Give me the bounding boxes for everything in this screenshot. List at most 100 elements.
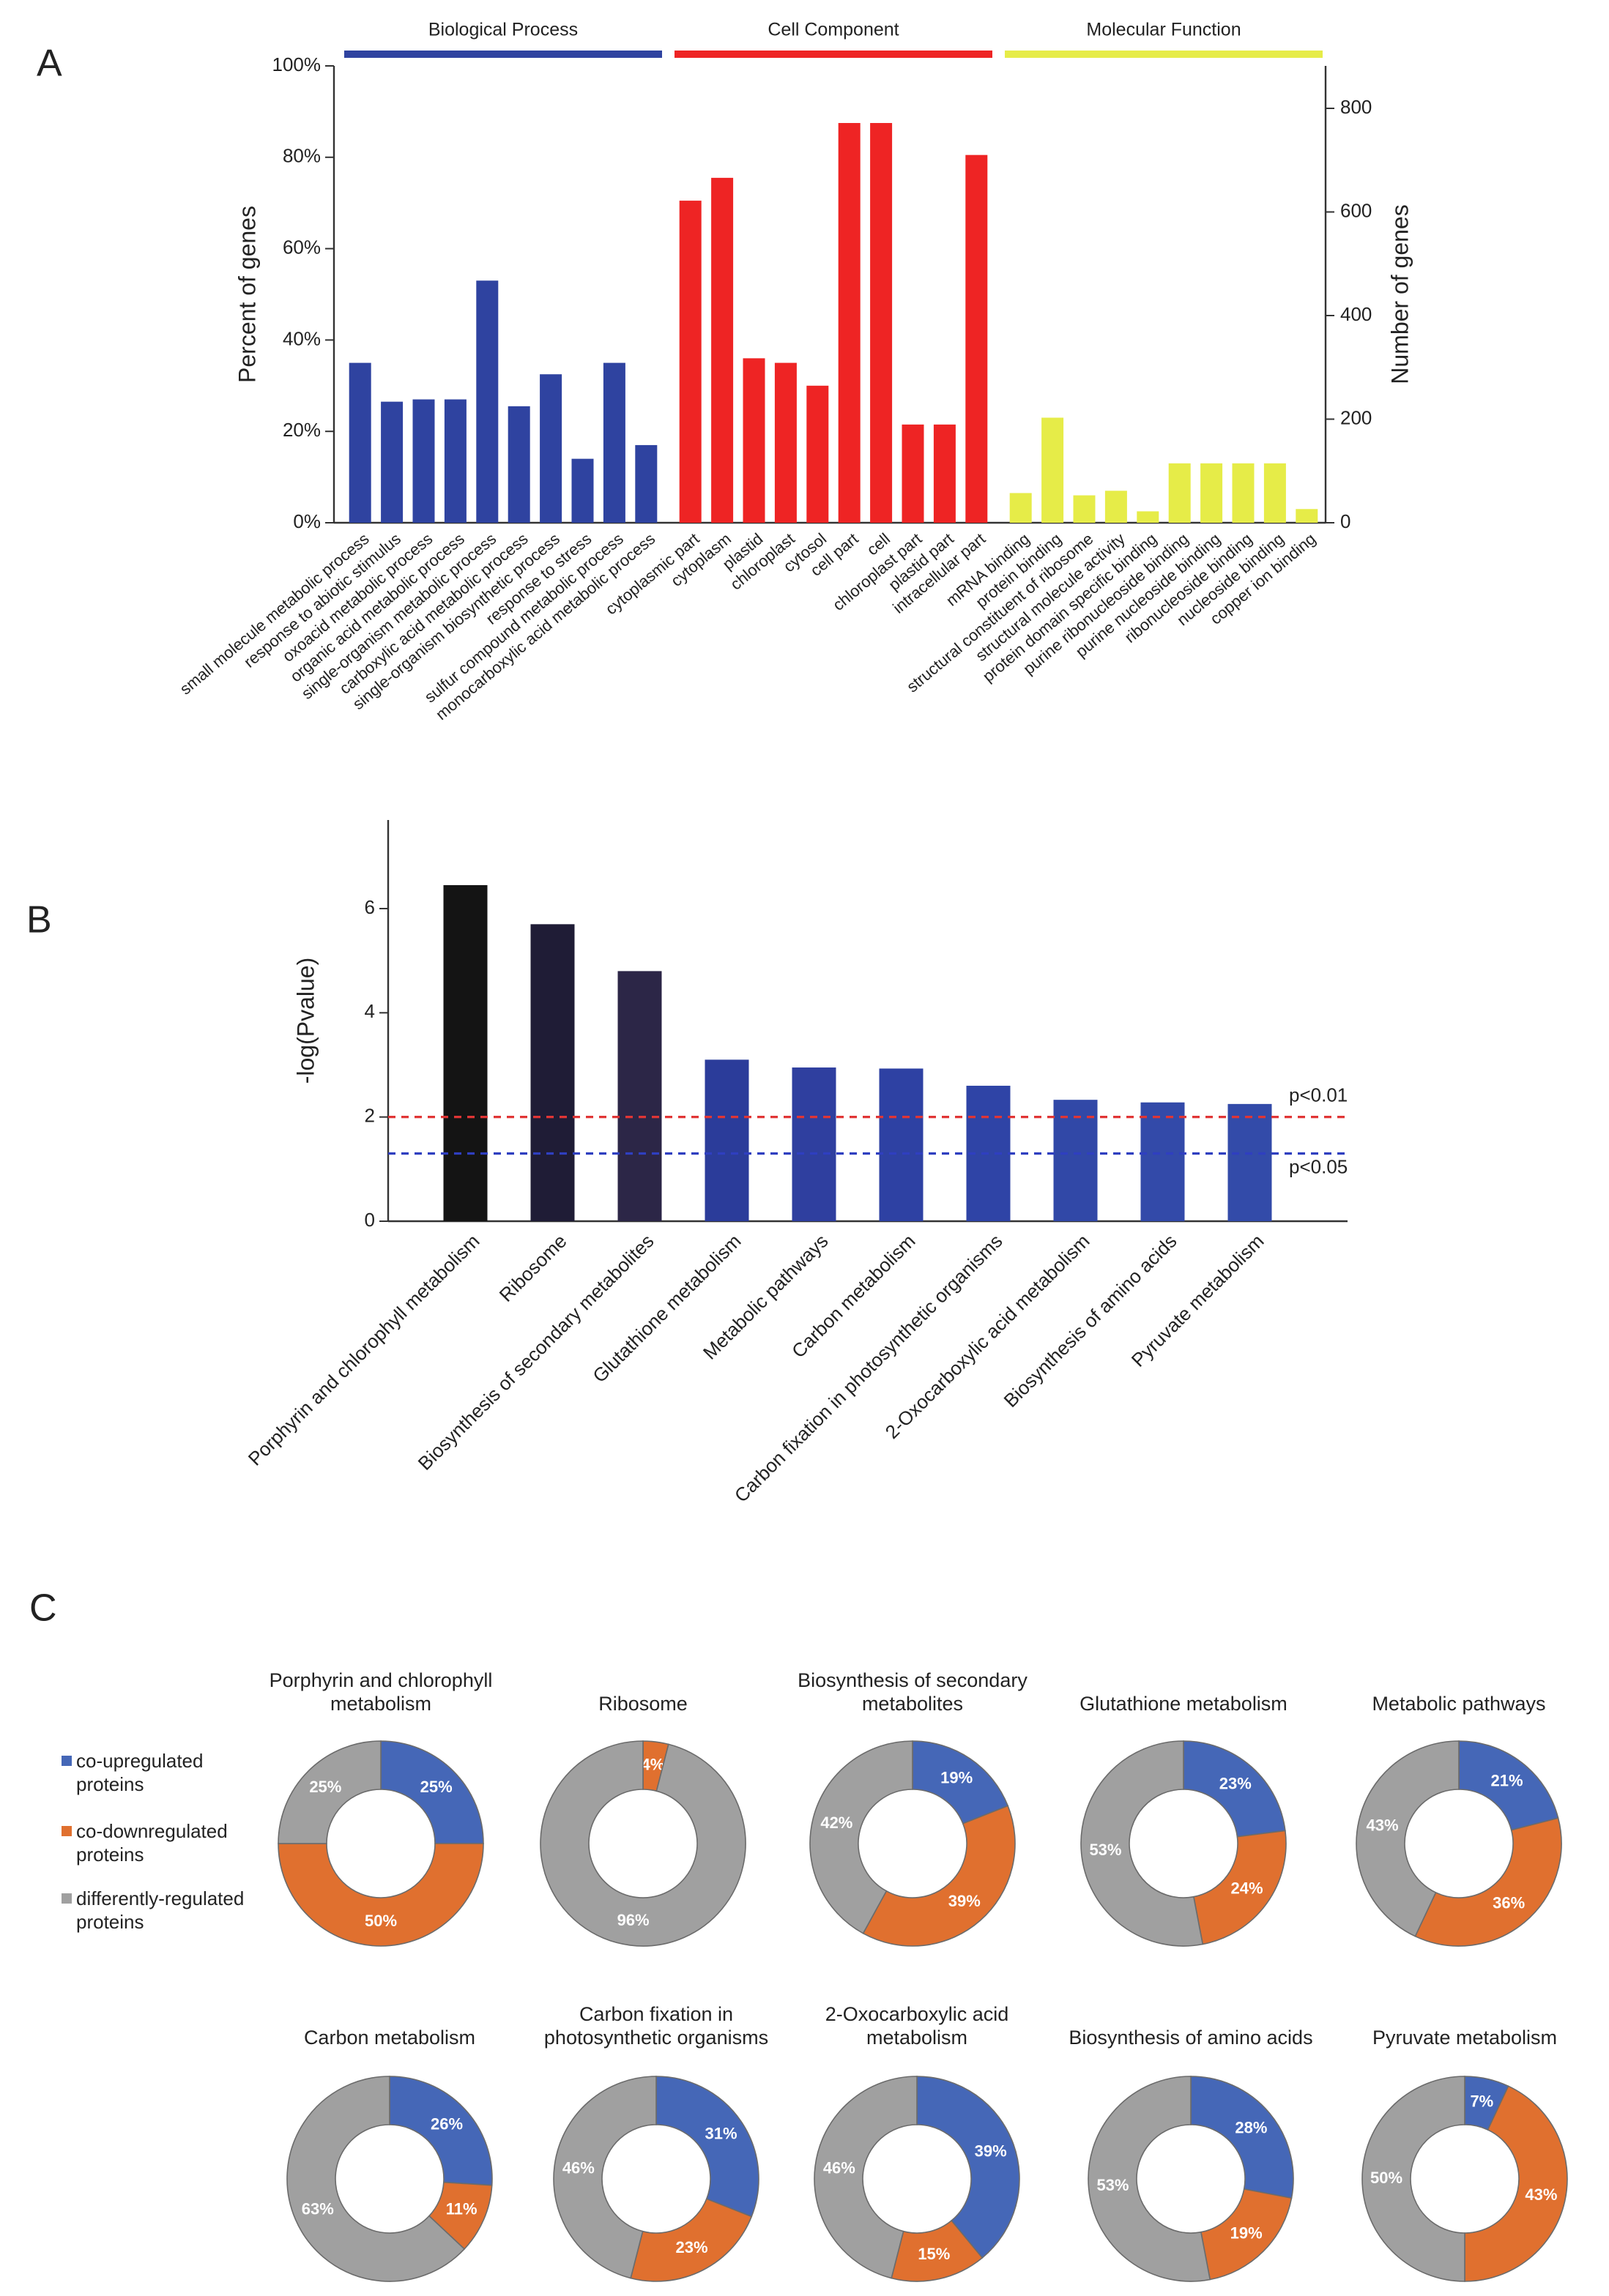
panel-letter: C: [29, 1587, 57, 1630]
donut-value-label: 39%: [975, 2142, 1007, 2161]
donut-value-label: 4%: [642, 1756, 665, 1774]
donut-value-label: 39%: [948, 1892, 981, 1910]
donut-title: Pyruvate metabolism: [1372, 2027, 1558, 2049]
y2-tick-label: 600: [1340, 199, 1372, 221]
donut-value-label: 11%: [446, 2199, 478, 2218]
bar: [838, 123, 861, 523]
bar: [617, 971, 662, 1221]
y-tick-label: 100%: [272, 53, 322, 75]
y-tick-label: 80%: [283, 145, 321, 167]
y-tick-label: 40%: [283, 327, 321, 349]
donut-value-label: 36%: [1493, 1893, 1525, 1912]
y-tick-label: 0: [365, 1209, 375, 1231]
bar: [933, 424, 956, 523]
donut-value-label: 26%: [431, 2115, 463, 2133]
y-tick-label: 0%: [293, 510, 321, 532]
donut-segment: [1080, 1740, 1204, 1947]
group-title: Biological Process: [428, 20, 578, 40]
donut-value-label: 28%: [1235, 2119, 1267, 2137]
y2-tick-label: 200: [1340, 406, 1372, 428]
y-tick-label: 2: [365, 1105, 375, 1127]
donut-value-label: 23%: [1219, 1775, 1252, 1793]
bar: [412, 399, 435, 523]
panel-letter: A: [37, 42, 62, 85]
donut-value-label: 46%: [823, 2158, 855, 2177]
bar: [870, 123, 893, 523]
donut-title: Biosynthesis of amino acids: [1069, 2027, 1313, 2049]
bar: [1041, 417, 1064, 523]
donut-value-label: 15%: [918, 2245, 950, 2263]
legend-label: co-upregulated proteins: [76, 1750, 204, 1795]
donut-segment: [278, 1740, 382, 1844]
donut-value-label: 25%: [420, 1778, 453, 1796]
bar: [1137, 511, 1159, 523]
donut-value-label: 42%: [820, 1814, 852, 1832]
bar: [1104, 491, 1127, 523]
y-axis-label: Percent of genes: [234, 206, 260, 383]
y-tick-label: 4: [365, 1000, 375, 1022]
legend-swatch: [62, 1756, 72, 1766]
bar: [879, 1068, 924, 1221]
donut-segment: [286, 2076, 466, 2282]
donut-segment: [389, 2076, 493, 2186]
bar: [902, 424, 924, 523]
donut-segment: [1361, 2076, 1465, 2282]
bar: [1200, 463, 1223, 523]
bar: [540, 374, 562, 523]
legend-swatch: [62, 1826, 72, 1836]
donut-title: Carbon fixation in photosynthetic organi…: [543, 2003, 769, 2049]
bar: [1073, 495, 1096, 523]
bar: [571, 458, 594, 523]
donut-segment: [553, 2076, 657, 2279]
donut-title: Glutathione metabolism: [1080, 1693, 1287, 1715]
donut-segment: [1356, 1740, 1460, 1937]
donut-segment: [1464, 2085, 1568, 2282]
donut-segment: [814, 2076, 918, 2279]
bar: [711, 177, 734, 523]
bar: [1168, 463, 1191, 523]
donut-value-label: 96%: [617, 1911, 650, 1929]
donut-value-label: 43%: [1525, 2185, 1557, 2204]
bar: [806, 385, 829, 523]
bar: [1140, 1102, 1185, 1221]
donut-value-label: 43%: [1367, 1816, 1399, 1834]
bar: [1227, 1103, 1272, 1221]
donut-value-label: 53%: [1089, 1841, 1121, 1859]
bar: [635, 444, 658, 523]
bar: [1263, 463, 1286, 523]
legend-swatch: [62, 1893, 72, 1904]
donut-segment: [862, 1805, 1016, 1947]
x-tick-label: Ribosome: [495, 1230, 571, 1306]
bar: [476, 280, 499, 523]
y-axis-label: -log(Pvalue): [292, 958, 319, 1084]
donut-value-label: 25%: [309, 1778, 341, 1796]
donut-segment: [1190, 2076, 1294, 2199]
bar: [1053, 1100, 1098, 1221]
donut-segment: [1088, 2076, 1211, 2282]
group-title: Cell Component: [768, 20, 899, 40]
legend-label: differently-regulated proteins: [76, 1887, 245, 1933]
donut-segment: [1458, 1740, 1559, 1831]
donut-segment: [540, 1740, 746, 1947]
donut-title: Biosynthesis of secondary metabolites: [798, 1669, 1028, 1715]
donut-segment: [630, 2198, 753, 2282]
bar: [743, 358, 765, 523]
donut-value-label: 50%: [1370, 2169, 1402, 2187]
donut-segment: [916, 2076, 1020, 2259]
donut-title: Metabolic pathways: [1372, 1693, 1546, 1715]
panel-letter: B: [26, 899, 52, 942]
y2-tick-label: 400: [1340, 303, 1372, 325]
donut-segment: [1414, 1817, 1562, 1947]
x-tick-label: Glutathione metabolism: [588, 1230, 745, 1387]
bar: [705, 1059, 749, 1221]
y2-tick-label: 800: [1340, 96, 1372, 118]
bar: [792, 1067, 836, 1221]
donut-value-label: 50%: [365, 1912, 397, 1930]
donut-segment: [655, 2076, 759, 2218]
bar: [349, 362, 371, 523]
bar: [603, 362, 625, 523]
x-tick-label: Biosynthesis of amino acids: [1000, 1230, 1181, 1412]
y-tick-label: 6: [365, 896, 375, 918]
